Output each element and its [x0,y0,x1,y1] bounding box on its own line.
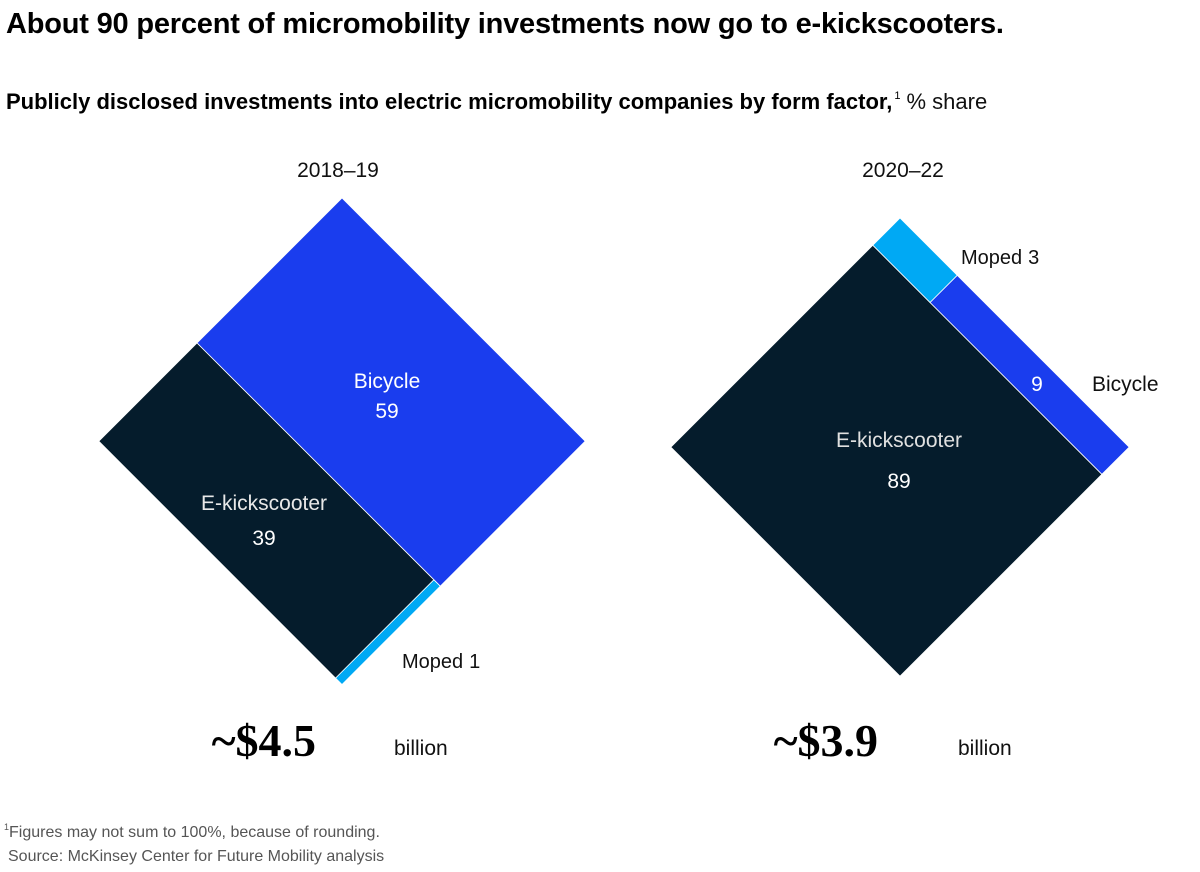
segment-e-kickscooter-2020-22 [670,244,1103,677]
moped-value-2020-22: 3 [1028,247,1039,269]
footnote-text: Figures may not sum to 100%, because of … [9,824,380,841]
subtitle-footnote-marker: 1 [894,90,901,102]
subtitle-text: Publicly disclosed investments into elec… [6,89,893,114]
total-value-2018-19: ~$4.5 [212,715,316,766]
segment-moped-2018-19 [335,579,441,686]
chart-2018-19: 2018–19 Bicycle 59 E-kickscooter 39 Mope… [98,159,586,686]
period-label-2018-19: 2018–19 [297,159,379,182]
label-moped-2020-22: Moped 3 [961,247,1039,269]
chart-subtitle: Publicly disclosed investments into elec… [6,89,987,115]
chart-2020-22: 2020–22 E-kickscooter 89 9 Bicycle Moped… [670,159,1159,677]
segment-bicycle-2020-22 [929,274,1130,475]
moped-name-2018-19: Moped [402,651,463,673]
footnote: 1Figures may not sum to 100%, because of… [4,822,380,842]
label-bicycle-2020-22: Bicycle [1092,373,1159,396]
total-2020-22: ~$3.9 billion [774,715,1012,766]
period-label-2020-22: 2020–22 [862,159,944,182]
total-unit-2018-19: billion [394,737,448,760]
label-e-kickscooter-2020-22: E-kickscooter [836,429,962,452]
value-bicycle-2018-19: 59 [375,400,398,423]
total-value-2020-22: ~$3.9 [774,715,878,766]
subtitle-unit: % share [906,89,988,114]
footnote-marker: 1 [4,822,10,832]
source-note: Source: McKinsey Center for Future Mobil… [8,848,385,865]
value-e-kickscooter-2018-19: 39 [252,527,275,550]
label-moped-2018-19: Moped 1 [402,651,480,673]
moped-name-2020-22: Moped [961,247,1022,269]
total-2018-19: ~$4.5 billion [212,715,448,766]
value-e-kickscooter-2020-22: 89 [887,470,910,493]
value-bicycle-2020-22: 9 [1031,373,1043,396]
chart-title: About 90 percent of micromobility invest… [6,8,1004,40]
total-unit-2020-22: billion [958,737,1012,760]
label-e-kickscooter-2018-19: E-kickscooter [201,492,327,515]
label-bicycle-2018-19: Bicycle [354,370,421,393]
moped-value-2018-19: 1 [469,651,480,673]
